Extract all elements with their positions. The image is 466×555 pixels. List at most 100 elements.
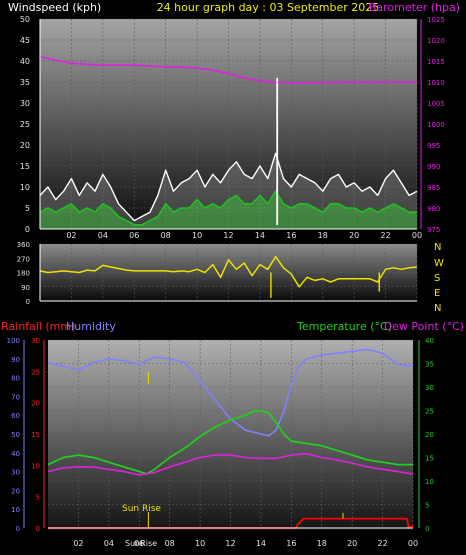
- dewpoint-line: [47, 452, 414, 476]
- wind-x-tick-label: 10: [192, 231, 202, 240]
- humidity-y-tick-label: 30: [11, 469, 20, 477]
- wind-y-tick-label: 35: [20, 78, 30, 87]
- direction-y-tick-label: 270: [17, 255, 30, 263]
- humidity-y-tick-label: 20: [11, 487, 20, 495]
- direction-y-tick-label: 180: [17, 270, 30, 278]
- dewpoint-axis-label: Dew Point (°C): [384, 320, 464, 333]
- wind-x-tick-label: 02: [66, 231, 76, 240]
- temperature-y-tick-label: 25: [425, 408, 434, 416]
- rainfall-y-tick-label: 5: [36, 494, 40, 502]
- temperature-y-tick-label: 40: [425, 337, 434, 345]
- barometer-axis-label: Barometer (hpa): [369, 1, 460, 14]
- temp-x-tick-label: 00: [408, 539, 418, 548]
- wind-y-tick-label: 20: [20, 141, 30, 150]
- wind-x-tick-label: 04: [98, 231, 108, 240]
- temp-x-tick-label: 16: [286, 539, 296, 548]
- temperature-axis-label: Temperature (°C): [296, 320, 392, 333]
- humidity-y-tick-label: 100: [7, 337, 20, 345]
- wind-y-tick-label: 10: [20, 183, 30, 192]
- windspeed-area: [40, 191, 417, 229]
- barometer-y-tick-label: 1025: [427, 16, 445, 24]
- temperature-y-tick-label: 35: [425, 361, 434, 369]
- rainfall-y-tick-label: 20: [31, 400, 40, 408]
- sunrise-axis-label: SunRise: [125, 539, 157, 548]
- rainfall-y-tick-label: 25: [31, 368, 40, 376]
- humidity-y-tick-label: 70: [11, 393, 20, 401]
- wind-y-tick-label: 30: [20, 99, 30, 108]
- wind-x-tick-label: 12: [223, 231, 233, 240]
- sunrise-annotation: Sun Rise: [122, 504, 161, 514]
- compass-label: S: [434, 273, 440, 284]
- humidity-y-tick-label: 60: [11, 412, 20, 420]
- compass-label: N: [434, 303, 441, 314]
- gust-area: [40, 153, 417, 229]
- wind-x-tick-label: 14: [255, 231, 265, 240]
- wind-x-tick-label: 18: [318, 231, 328, 240]
- barometer-y-tick-label: 990: [427, 163, 440, 171]
- temperature-plot-background: [48, 340, 413, 530]
- temperature-y-tick-label: 20: [425, 431, 434, 439]
- rainfall-y-tick-label: 10: [31, 462, 40, 470]
- wind-x-tick-label: 00: [412, 231, 422, 240]
- wind-y-tick-label: 40: [20, 57, 30, 66]
- barometer-y-tick-label: 1000: [427, 121, 445, 129]
- temperature-y-tick-label: 15: [425, 455, 434, 463]
- direction-line: [39, 255, 418, 288]
- humidity-y-tick-label: 80: [11, 375, 20, 383]
- humidity-line: [47, 348, 414, 437]
- chart-title: 24 hour graph day : 03 September 2025: [157, 1, 380, 14]
- rainfall-axis-label: Rainfall (mm): [1, 320, 75, 333]
- temp-x-tick-label: 10: [195, 539, 205, 548]
- direction-y-tick-label: 360: [17, 241, 30, 249]
- compass-label: E: [434, 288, 440, 299]
- humidity-y-tick-label: 40: [11, 450, 20, 458]
- wind-x-tick-label: 16: [286, 231, 296, 240]
- direction-y-tick-label: 0: [26, 298, 30, 306]
- wind-x-tick-label: 20: [349, 231, 359, 240]
- temp-x-tick-label: 06: [134, 539, 144, 548]
- compass-label: N: [434, 242, 441, 253]
- wind-y-tick-label: 45: [20, 36, 30, 45]
- humidity-axis-label: Humidity: [66, 320, 116, 333]
- rainfall-y-tick-label: 30: [31, 337, 40, 345]
- barometer-y-tick-label: 1015: [427, 58, 445, 66]
- barometer-y-tick-label: 980: [427, 205, 440, 213]
- temp-x-tick-label: 12: [225, 539, 235, 548]
- wind-y-tick-label: 50: [20, 15, 30, 24]
- humidity-y-tick-label: 50: [11, 431, 20, 439]
- barometer-y-tick-label: 1005: [427, 100, 445, 108]
- temp-x-tick-label: 22: [377, 539, 387, 548]
- barometer-y-tick-label: 1020: [427, 37, 445, 45]
- wind-y-tick-label: 5: [25, 204, 30, 213]
- temp-x-tick-label: 18: [317, 539, 327, 548]
- temp-x-tick-label: 20: [347, 539, 357, 548]
- temperature-y-tick-label: 0: [425, 525, 429, 533]
- windspeed-axis-label: Windspeed (kph): [8, 1, 101, 14]
- wind-y-tick-label: 15: [20, 162, 30, 171]
- windspeed-line: [39, 190, 417, 226]
- barometer-y-tick-label: 985: [427, 184, 440, 192]
- wind-x-tick-label: 08: [161, 231, 171, 240]
- temperature-y-tick-label: 30: [425, 384, 434, 392]
- direction-y-tick-label: 90: [21, 284, 30, 292]
- wind-y-tick-label: 25: [20, 120, 30, 129]
- wind-y-tick-label: 0: [25, 225, 30, 234]
- temperature-line: [47, 409, 413, 475]
- temp-x-tick-label: 04: [104, 539, 114, 548]
- humidity-y-tick-label: 0: [16, 525, 20, 533]
- barometer-y-tick-label: 1010: [427, 79, 445, 87]
- humidity-y-tick-label: 90: [11, 356, 20, 364]
- rainfall-y-tick-label: 15: [31, 431, 40, 439]
- temperature-y-tick-label: 10: [425, 478, 434, 486]
- wind-x-tick-label: 22: [380, 231, 390, 240]
- temp-x-tick-label: 02: [73, 539, 83, 548]
- wind-x-tick-label: 06: [129, 231, 139, 240]
- barometer-y-tick-label: 975: [427, 226, 440, 234]
- humidity-y-tick-label: 10: [11, 506, 20, 514]
- gust-line: [39, 152, 418, 222]
- compass-label: W: [434, 258, 444, 269]
- temperature-y-tick-label: 5: [425, 502, 429, 510]
- temp-x-tick-label: 14: [256, 539, 266, 548]
